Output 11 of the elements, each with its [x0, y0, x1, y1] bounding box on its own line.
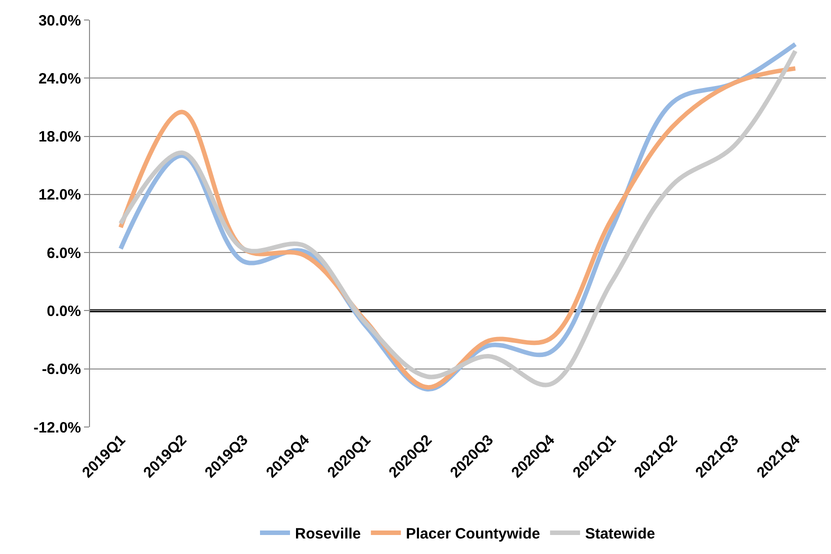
- y-tick-label: 6.0%: [46, 244, 81, 262]
- legend-label: Statewide: [585, 526, 656, 543]
- y-tick-label: -6.0%: [42, 361, 81, 378]
- y-tick-label: 0.0%: [46, 302, 81, 320]
- y-tick-label: -12.0%: [33, 419, 81, 436]
- legend-label: Roseville: [295, 526, 361, 543]
- y-tick-label: 12.0%: [38, 186, 81, 204]
- y-tick-label: 24.0%: [38, 70, 81, 88]
- legend-label: Placer Countywide: [406, 526, 540, 543]
- y-tick-label: 18.0%: [38, 128, 81, 146]
- y-tick-label: 30.0%: [38, 12, 81, 30]
